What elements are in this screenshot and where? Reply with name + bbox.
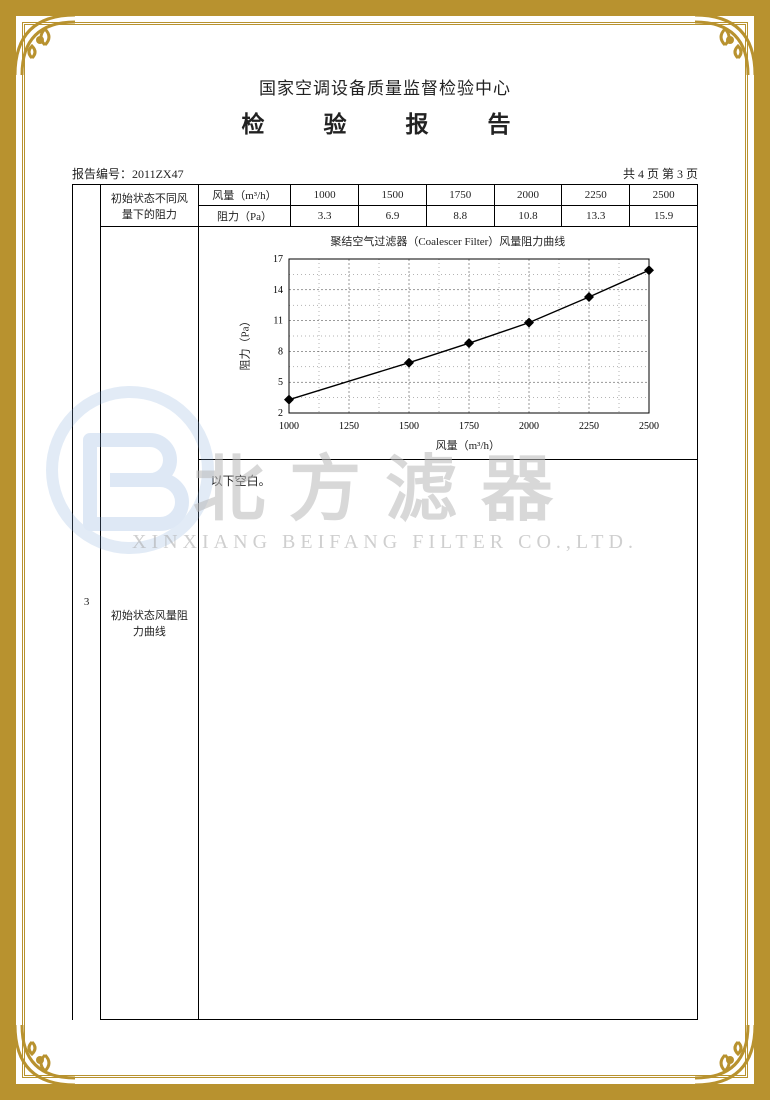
svg-text:14: 14 (273, 285, 283, 296)
x-axis-label: 风量（m³/h） (239, 437, 697, 453)
resist-val: 6.9 (359, 206, 427, 227)
resist-val: 13.3 (562, 206, 630, 227)
svg-text:1000: 1000 (279, 421, 299, 432)
chart-cell: 聚结空气过滤器（Coalescer Filter）风量阻力曲线 阻力（Pa） 1… (198, 227, 697, 460)
flow-val: 1500 (359, 185, 427, 206)
param-header: 初始状态不同风 量下的阻力 (101, 185, 198, 227)
flow-label: 风量（m³/h） (198, 185, 291, 206)
chart-svg: 1000 1250 1500 1750 2000 2250 2500 2 5 8 11 14 17 (259, 253, 659, 433)
resistance-chart: 阻力（Pa） 100012501500175020002250250025811… (259, 253, 659, 433)
resist-label: 阻力（Pa） (198, 206, 291, 227)
blank-area: 以下空白。 (198, 460, 697, 1020)
page-info: 共 4 页 第 3 页 (623, 165, 698, 182)
flow-val: 2000 (494, 185, 562, 206)
flow-val: 2500 (630, 185, 698, 206)
svg-text:1750: 1750 (459, 421, 479, 432)
svg-text:1500: 1500 (399, 421, 419, 432)
svg-text:2500: 2500 (639, 421, 659, 432)
watermark-logo-icon (40, 380, 220, 560)
svg-text:17: 17 (273, 254, 283, 265)
row-number: 3 (73, 185, 101, 1020)
svg-text:11: 11 (273, 316, 283, 327)
flow-val: 1000 (291, 185, 359, 206)
report-meta: 报告编号：2011ZX47 共 4 页 第 3 页 (72, 165, 698, 182)
svg-text:2000: 2000 (519, 421, 539, 432)
resist-val: 15.9 (630, 206, 698, 227)
organization-name: 国家空调设备质量监督检验中心 (50, 74, 720, 99)
svg-text:5: 5 (278, 377, 283, 388)
report-number: 报告编号：2011ZX47 (72, 165, 184, 182)
row-desc: 初始状态风量阻 力曲线 (101, 227, 198, 1020)
table-row: 3 初始状态不同风 量下的阻力 风量（m³/h） 1000 1500 1750 … (73, 185, 698, 206)
report-no-label: 报告编号： (72, 167, 132, 181)
flow-val: 2250 (562, 185, 630, 206)
y-axis-label: 阻力（Pa） (236, 316, 252, 371)
resist-val: 10.8 (494, 206, 562, 227)
svg-text:1250: 1250 (339, 421, 359, 432)
resist-val: 3.3 (291, 206, 359, 227)
svg-text:2: 2 (278, 408, 283, 419)
report-title: 检 验 报 告 (50, 105, 720, 139)
chart-title: 聚结空气过滤器（Coalescer Filter）风量阻力曲线 (199, 233, 697, 249)
flow-val: 1750 (426, 185, 494, 206)
svg-text:8: 8 (278, 346, 283, 357)
report-header: 国家空调设备质量监督检验中心 检 验 报 告 (50, 74, 720, 139)
svg-text:2250: 2250 (579, 421, 599, 432)
resist-val: 8.8 (426, 206, 494, 227)
report-no-value: 2011ZX47 (132, 167, 184, 181)
report-body-table: 3 初始状态不同风 量下的阻力 风量（m³/h） 1000 1500 1750 … (72, 184, 698, 1020)
